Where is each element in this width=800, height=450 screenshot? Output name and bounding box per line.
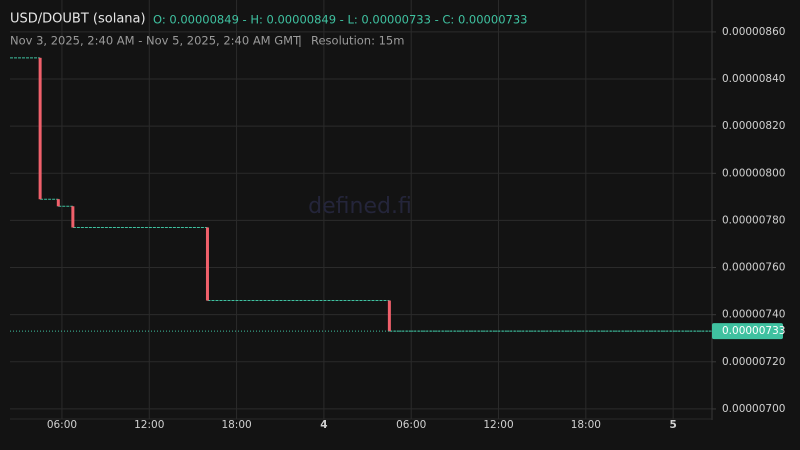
candle-body <box>38 57 42 200</box>
chart-title: USD/DOUBT (solana) <box>10 12 146 27</box>
x-tick-label: 4 <box>320 419 327 431</box>
candle-body <box>71 206 75 228</box>
resolution: Resolution: 15m <box>311 34 404 48</box>
y-tick-label: 0.00000700 <box>722 403 785 415</box>
x-tick-label: 5 <box>669 419 676 431</box>
candle-body <box>205 227 209 301</box>
y-tick-label: 0.00000860 <box>722 26 785 38</box>
y-tick-label: 0.00000840 <box>722 73 785 85</box>
x-tick-label: 06:00 <box>396 419 426 431</box>
ohlc-summary: O: 0.00000849 - H: 0.00000849 - L: 0.000… <box>153 13 527 27</box>
candle-body <box>56 199 60 207</box>
last-price-label: 0.00000733 <box>722 325 785 337</box>
y-tick-label: 0.00000800 <box>722 167 785 179</box>
separator: | <box>298 34 302 48</box>
y-tick-label: 0.00000740 <box>722 309 785 321</box>
y-tick-label: 0.00000720 <box>722 356 785 368</box>
x-tick-label: 18:00 <box>571 419 601 431</box>
y-tick-label: 0.00000820 <box>722 120 785 132</box>
candle-body <box>387 300 391 332</box>
y-tick-label: 0.00000760 <box>722 262 785 274</box>
x-tick-label: 06:00 <box>47 419 77 431</box>
watermark: defined.fi <box>308 194 412 219</box>
x-tick-label: 12:00 <box>483 419 513 431</box>
subtitle: Nov 3, 2025, 2:40 AM - Nov 5, 2025, 2:40… <box>10 34 301 48</box>
x-tick-label: 12:00 <box>134 419 164 431</box>
y-tick-label: 0.00000780 <box>722 214 785 226</box>
last-price-badge <box>712 323 783 340</box>
x-tick-label: 18:00 <box>221 419 251 431</box>
